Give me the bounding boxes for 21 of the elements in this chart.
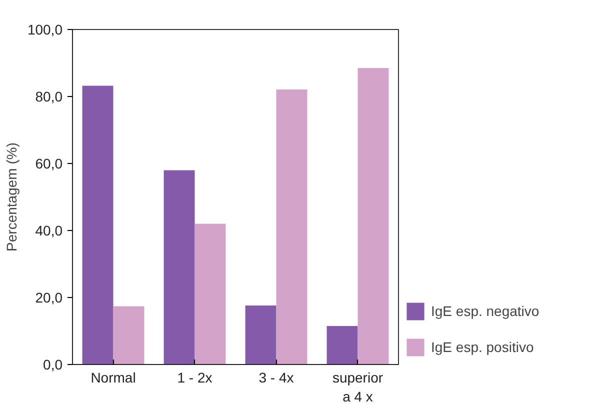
bar [276, 89, 308, 364]
y-tick-label: 40,0 [35, 222, 63, 238]
y-axis-title: Percentagem (%) [3, 142, 20, 252]
y-tick-label: 100,0 [27, 22, 63, 38]
x-tick-label: 1 - 2x [177, 370, 212, 386]
bar [113, 306, 144, 364]
bar [326, 326, 358, 364]
bar [82, 86, 114, 364]
y-tick-label: 0,0 [43, 356, 63, 372]
bar [194, 224, 226, 364]
bar [164, 170, 195, 364]
y-tick-label: 60,0 [35, 156, 63, 172]
y-tick-label: 20,0 [35, 290, 63, 306]
x-tick-label: Normal [90, 370, 136, 386]
x-tick-label: 3 - 4x [258, 370, 294, 386]
bar [245, 306, 276, 364]
bar [358, 68, 389, 364]
y-tick-label: 80,0 [35, 88, 63, 104]
legend-label: IgE esp. positivo [431, 339, 534, 355]
x-tick-label: superior a 4 x [332, 370, 384, 405]
legend-label: IgE esp. negativo [431, 303, 540, 319]
